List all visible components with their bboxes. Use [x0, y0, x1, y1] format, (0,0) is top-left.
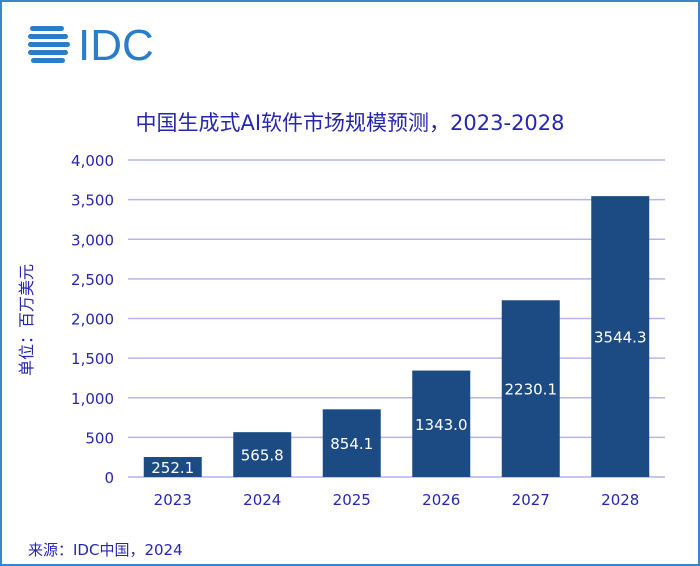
y-tick-label: 4,000	[71, 152, 114, 170]
data-label: 1343.0	[415, 416, 468, 434]
y-axis-label: 单位：百万美元	[17, 264, 36, 376]
idc-logo: IDC	[28, 22, 154, 66]
chart-title: 中国生成式AI软件市场规模预测，2023-2028	[135, 111, 564, 135]
y-tick-label: 3,500	[71, 192, 114, 210]
logo-text: IDC	[78, 22, 154, 66]
x-tick-label: 2027	[512, 491, 550, 509]
x-tick-label: 2025	[333, 491, 371, 509]
y-tick-label: 0	[104, 469, 114, 487]
x-tick-label: 2024	[243, 491, 281, 509]
bar	[143, 457, 202, 477]
y-tick-label: 500	[85, 429, 114, 447]
y-tick-label: 3,000	[71, 231, 114, 249]
x-tick-label: 2028	[601, 491, 639, 509]
bar	[501, 300, 560, 477]
data-label: 565.8	[241, 447, 284, 465]
data-label: 3544.3	[594, 329, 647, 347]
x-tick-label: 2026	[422, 491, 460, 509]
y-tick-label: 2,500	[71, 271, 114, 289]
x-tick-label: 2023	[154, 491, 192, 509]
y-tick-label: 1,000	[71, 390, 114, 408]
y-tick-label: 1,500	[71, 350, 114, 368]
data-label: 854.1	[330, 435, 373, 453]
y-tick-label: 2,000	[71, 311, 114, 329]
data-label: 252.1	[151, 459, 194, 477]
data-label: 2230.1	[505, 381, 558, 399]
bar	[322, 409, 381, 477]
bar	[233, 432, 292, 477]
source-note: 来源：IDC中国，2024	[28, 541, 183, 559]
bar	[412, 370, 471, 477]
bar	[591, 196, 650, 477]
